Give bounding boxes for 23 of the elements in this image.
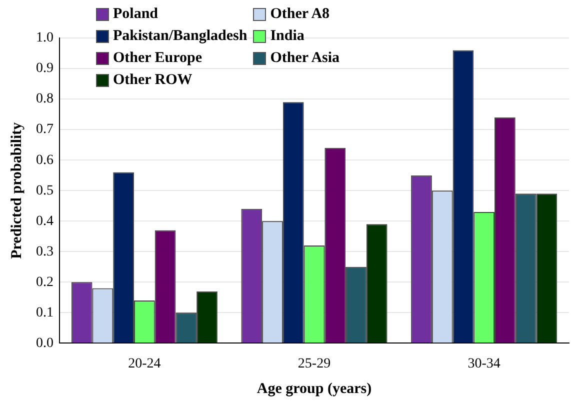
y-tick-label: 0.2 (36, 274, 54, 290)
y-tick-label: 0.3 (36, 244, 54, 260)
legend-label: Pakistan/Bangladesh (113, 27, 248, 46)
y-tick-label: 0.9 (36, 61, 54, 76)
y-tick-label: 0.5 (36, 183, 54, 198)
x-tick-label: 25-29 (298, 356, 331, 372)
legend-label: Other Europe (113, 49, 202, 68)
legend-label: Other ROW (113, 71, 192, 90)
legend-label: Poland (113, 5, 158, 24)
legend-label: India (270, 27, 304, 46)
y-axis-title: Predicted probability (8, 122, 25, 259)
y-tick-label: 0.8 (36, 92, 54, 107)
legend-label: Other A8 (270, 5, 330, 24)
legend-label: Other Asia (270, 49, 340, 68)
x-tick-label: 20-24 (128, 356, 161, 372)
y-tick-label: 0.1 (36, 305, 54, 320)
y-tick-label: 0.6 (36, 152, 54, 168)
y-tick-label: 1.0 (36, 30, 54, 46)
y-tick-label: 0.4 (36, 214, 54, 229)
y-tick-label: 0.7 (36, 122, 54, 138)
x-axis-title: Age group (years) (256, 380, 372, 397)
y-tick-label: 0.0 (36, 336, 54, 351)
x-tick-label: 30-34 (468, 356, 500, 372)
